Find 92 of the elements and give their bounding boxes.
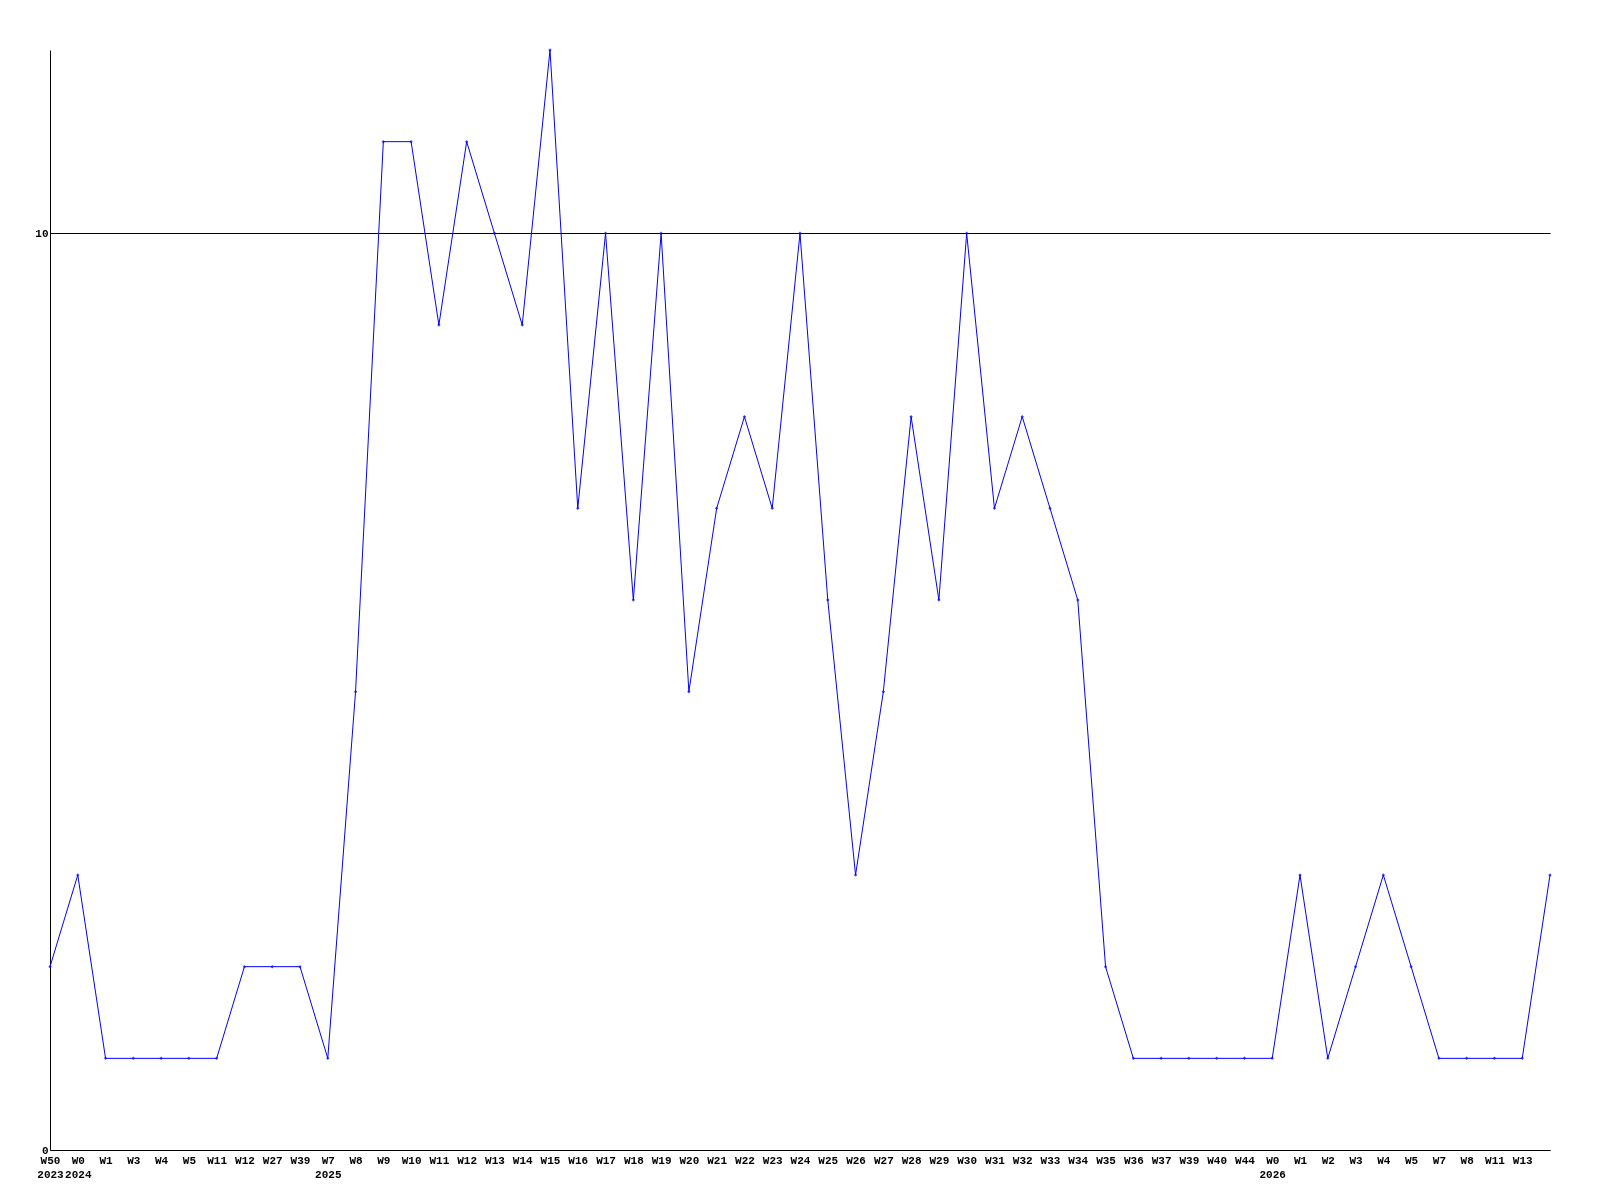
x-tick-label: W27 — [873, 1154, 894, 1167]
point — [464, 139, 469, 144]
point — [659, 231, 663, 236]
point — [798, 231, 802, 236]
point — [187, 1056, 191, 1061]
x-tick-label: W21 — [707, 1154, 728, 1167]
x-tick-label: W20 — [679, 1154, 700, 1167]
x-tick-label: W2 — [1321, 1154, 1335, 1167]
point — [770, 506, 774, 511]
x-tick-label: W13 — [485, 1154, 506, 1167]
x-tick-label: W5 — [182, 1154, 197, 1167]
x-tick-label: W40 — [1207, 1154, 1228, 1167]
x-tick-label: W36 — [1123, 1154, 1144, 1167]
x-tick-label: W4 — [1377, 1154, 1391, 1167]
point — [881, 689, 886, 694]
point — [714, 506, 719, 511]
x-tick-label: W33 — [1040, 1154, 1061, 1167]
x-tick-label: W27 — [262, 1154, 283, 1167]
point — [853, 873, 858, 877]
x-tick-label: W26 — [846, 1154, 866, 1167]
point — [381, 139, 386, 144]
x-tick-label: W4 — [155, 1154, 169, 1167]
point — [1048, 506, 1052, 511]
x-tick-label: W34 — [1068, 1154, 1089, 1167]
x-tick-label: W3 — [127, 1154, 141, 1167]
point — [159, 1056, 163, 1061]
point — [1187, 1056, 1191, 1061]
line-series — [48, 48, 1552, 1061]
point — [1020, 414, 1024, 419]
point — [214, 1056, 219, 1061]
point — [326, 1056, 330, 1061]
x-tick-label: W30 — [957, 1154, 978, 1167]
point — [1131, 1056, 1136, 1061]
x-tick-label: W19 — [651, 1154, 672, 1167]
x-tick-label: W5 — [1405, 1154, 1419, 1167]
x-tick-label: W3 — [1349, 1154, 1364, 1167]
point — [1159, 1056, 1163, 1061]
x-tick-label: W11 — [207, 1154, 228, 1167]
x-tick-label: W0 2024 — [65, 1154, 92, 1181]
x-tick-label: W31 — [985, 1154, 1006, 1167]
x-tick-label: W1 — [1293, 1154, 1308, 1167]
x-tick-label: W37 — [1151, 1154, 1172, 1167]
point — [1270, 1056, 1274, 1061]
x-tick-label: W17 — [596, 1154, 616, 1167]
point — [909, 414, 913, 419]
x-tick-label: W10 — [401, 1154, 422, 1167]
x-tick-label: W7 2025 — [315, 1154, 342, 1181]
x-tick-label: W16 — [568, 1154, 589, 1167]
x-tick-label: W9 — [377, 1154, 391, 1167]
x-tick-label: W44 — [1235, 1154, 1256, 1167]
x-tick-label: W35 — [1096, 1154, 1117, 1167]
point — [1381, 873, 1386, 877]
point — [964, 231, 969, 236]
x-tick-label: W23 — [762, 1154, 784, 1167]
point — [1326, 1056, 1330, 1061]
point — [576, 506, 580, 511]
point — [1409, 964, 1413, 969]
x-tick-label: W8 — [1460, 1154, 1475, 1167]
point — [131, 1056, 136, 1061]
point — [48, 964, 52, 969]
point — [687, 689, 691, 694]
point — [409, 139, 413, 144]
point — [270, 964, 274, 969]
point — [1214, 1056, 1219, 1061]
x-tick-label: W7 — [1432, 1154, 1446, 1167]
y-tick-label: 0 — [41, 1144, 49, 1157]
point — [1464, 1056, 1469, 1061]
x-tick-label: W1 — [99, 1154, 114, 1167]
x-tick-label: W15 — [540, 1154, 561, 1167]
x-tick-label: W24 — [790, 1154, 811, 1167]
y-tick-label: 10 — [35, 227, 49, 240]
x-tick-label: W11 — [1485, 1154, 1506, 1167]
x-tick-label: W11 — [429, 1154, 450, 1167]
x-tick-label: W29 — [929, 1154, 950, 1167]
point — [298, 964, 302, 969]
x-tick-label: W8 — [349, 1154, 364, 1167]
x-tick-label: W22 — [735, 1154, 755, 1167]
x-tick-label: W12 — [457, 1154, 478, 1167]
x-tick-label: W32 — [1012, 1154, 1033, 1167]
x-tick-label: W39 — [290, 1154, 311, 1167]
x-tick-label: W0 2026 — [1259, 1154, 1286, 1181]
point — [1437, 1056, 1441, 1061]
x-tick-label: W28 — [901, 1154, 922, 1167]
x-tick-label: W18 — [623, 1154, 645, 1167]
point — [1520, 1056, 1524, 1061]
x-tick-label: W14 — [512, 1154, 534, 1167]
x-tick-label: W13 — [1512, 1154, 1534, 1167]
x-tick-label: W50 2023 — [37, 1154, 65, 1181]
point — [631, 598, 636, 602]
x-tick-label: W39 — [1179, 1154, 1200, 1167]
x-tick-label: W12 — [235, 1154, 255, 1167]
x-tick-label: W25 — [818, 1154, 839, 1167]
